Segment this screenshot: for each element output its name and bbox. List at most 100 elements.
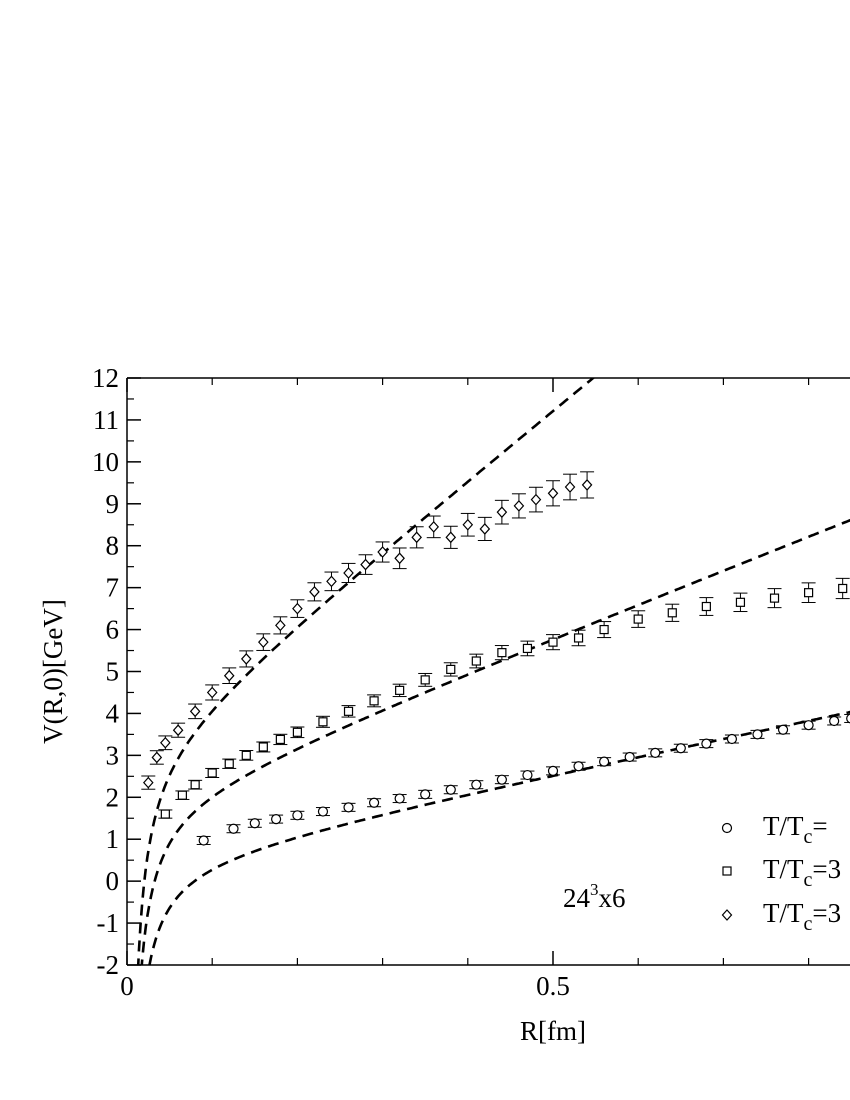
data-point <box>513 499 525 512</box>
data-point <box>343 567 354 579</box>
data-point <box>420 675 430 685</box>
data-point <box>752 729 763 740</box>
data-point <box>258 636 269 649</box>
data-point <box>846 713 850 724</box>
fit-curve <box>136 378 596 965</box>
data-point <box>326 575 337 588</box>
data-point <box>394 793 405 804</box>
data-point <box>368 797 380 808</box>
data-point <box>496 774 507 785</box>
data-points <box>142 479 850 846</box>
data-point <box>172 724 184 737</box>
legend-label: T/Tc= <box>763 811 828 848</box>
legend-label: T/Tc=3 <box>763 898 841 935</box>
data-point <box>599 756 610 767</box>
data-point <box>803 588 814 598</box>
data-point <box>462 518 474 531</box>
data-point <box>838 583 848 594</box>
y-tick-label: 8 <box>106 531 120 561</box>
data-point <box>548 637 558 647</box>
data-point <box>228 823 239 834</box>
annotation-rest: x6 <box>599 883 626 913</box>
data-point <box>650 747 661 758</box>
data-point <box>624 751 635 763</box>
data-point <box>292 810 303 821</box>
data-point <box>581 479 593 491</box>
data-point <box>394 552 405 565</box>
data-point <box>241 750 251 760</box>
data-point <box>151 751 163 764</box>
y-tick-label: 9 <box>106 489 120 519</box>
data-point <box>249 818 260 829</box>
data-point <box>667 608 677 618</box>
data-point <box>445 784 456 795</box>
data-point <box>318 717 328 727</box>
y-axis-label: V(R,0)[GeV] <box>38 599 68 744</box>
x-tick-label: 0.5 <box>536 971 570 1001</box>
data-point <box>777 724 789 735</box>
data-point <box>420 789 431 800</box>
data-point <box>675 743 686 754</box>
legend-marker <box>721 822 733 834</box>
data-point <box>206 686 218 699</box>
data-point <box>198 835 209 846</box>
y-tick-label: 5 <box>106 657 120 687</box>
x-tick-label: 0 <box>120 971 134 1001</box>
fit-curves <box>136 378 850 965</box>
data-point <box>177 790 187 800</box>
legend-label: T/Tc=3 <box>763 854 841 891</box>
data-point <box>445 531 457 544</box>
data-point <box>522 643 533 654</box>
data-point <box>599 624 609 635</box>
data-point <box>497 648 507 658</box>
legend: T/Tc= T/Tc=3 T/Tc=3 <box>721 811 841 935</box>
y-tick-label: 10 <box>92 447 119 477</box>
data-point <box>471 779 482 790</box>
fit-curve <box>148 710 850 965</box>
data-point <box>240 653 252 665</box>
fit-curve <box>140 518 850 965</box>
data-point <box>189 705 201 718</box>
data-point <box>573 761 584 772</box>
data-point <box>377 546 388 558</box>
data-point <box>258 742 268 752</box>
data-point <box>701 601 711 612</box>
data-point <box>190 780 200 790</box>
data-point <box>564 481 576 493</box>
legend-marker <box>721 909 733 921</box>
y-tick-label: 4 <box>106 698 120 728</box>
data-point <box>547 487 559 500</box>
data-point <box>343 802 354 813</box>
data-point <box>769 593 780 603</box>
data-point <box>223 669 235 682</box>
data-point <box>547 765 559 776</box>
data-point <box>275 734 285 745</box>
y-tick-label: -2 <box>97 950 120 980</box>
data-point <box>360 558 371 571</box>
y-tick-label: 2 <box>106 782 120 812</box>
lattice-size-annotation: 243x6 <box>563 880 626 913</box>
data-point <box>317 806 329 817</box>
data-point <box>160 736 171 749</box>
data-point <box>633 614 643 624</box>
data-point <box>735 597 746 607</box>
y-tick-label: 0 <box>106 866 120 896</box>
data-point <box>224 759 234 769</box>
y-tick-label: 1 <box>106 824 120 854</box>
legend-marker <box>722 866 732 876</box>
annotation-base: 24 <box>563 883 591 913</box>
data-point <box>142 776 154 789</box>
data-point <box>522 769 533 781</box>
data-point <box>271 813 282 825</box>
data-point <box>701 738 712 749</box>
axes <box>126 377 850 966</box>
data-point <box>343 706 354 716</box>
y-tick-label: 11 <box>93 405 119 435</box>
data-point <box>309 585 320 598</box>
y-tick-label: -1 <box>97 908 120 938</box>
data-point <box>292 602 303 615</box>
data-point <box>829 715 840 727</box>
data-point <box>207 768 217 778</box>
